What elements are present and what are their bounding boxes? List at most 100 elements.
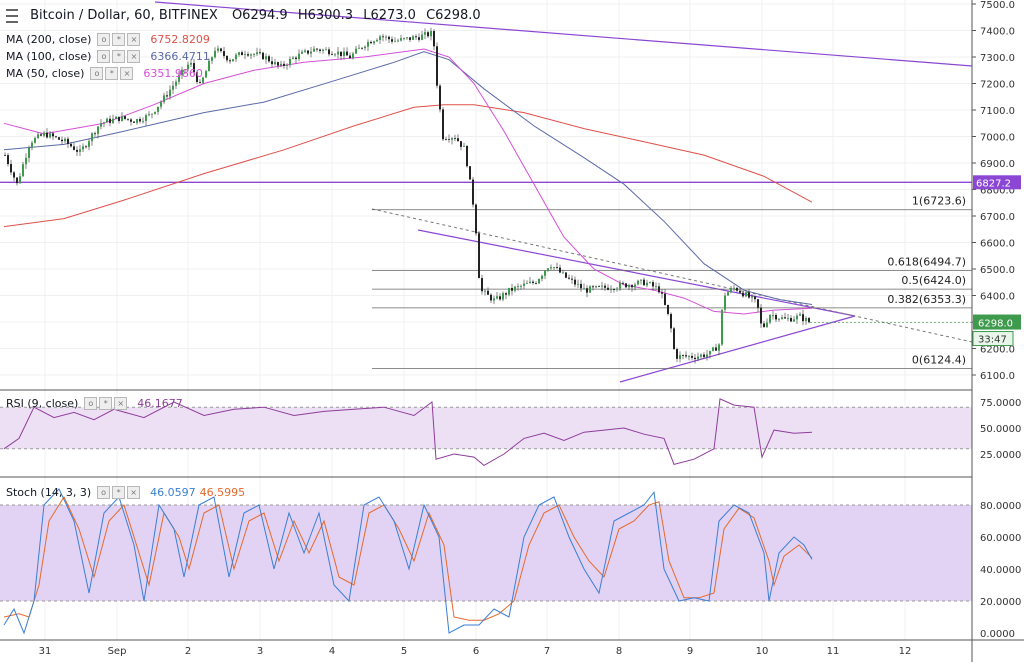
stoch-d-line — [3, 495, 813, 621]
ma200-legend[interactable]: MA (200, close) o * × 6752.8209 — [6, 33, 210, 46]
eye-icon[interactable]: o — [84, 397, 98, 410]
candle-body — [169, 89, 171, 97]
countdown-badge — [972, 331, 1014, 347]
candle-body — [97, 126, 99, 134]
candle-body — [175, 81, 177, 86]
candle-body — [772, 315, 774, 316]
close-icon[interactable]: × — [114, 397, 128, 410]
candle-body — [616, 288, 618, 290]
candle-body — [358, 47, 360, 49]
candle-body — [283, 63, 285, 66]
candle-body — [547, 268, 549, 271]
candle-body — [367, 41, 369, 47]
candle-body — [409, 37, 411, 40]
candle-body — [712, 347, 714, 351]
rsi-legend[interactable]: RSI (9, close) o * × 46.1677 — [6, 397, 183, 410]
price-tick-label: 6100.0 — [980, 371, 1015, 382]
menu-icon[interactable] — [6, 8, 18, 23]
candle-body — [448, 139, 450, 141]
current-price-badge — [973, 314, 1021, 330]
candle-body — [541, 275, 543, 280]
candle-body — [574, 279, 576, 285]
close-icon[interactable]: × — [127, 486, 141, 499]
ma200-line — [3, 104, 813, 228]
settings-icon[interactable]: * — [112, 50, 126, 63]
eye-icon[interactable]: o — [97, 486, 111, 499]
candle-body — [55, 136, 57, 138]
candle-body — [298, 53, 300, 59]
ma50-controls[interactable]: o * × — [90, 67, 135, 80]
candle-body — [628, 285, 630, 288]
candle-body — [88, 141, 90, 147]
candle-body — [10, 164, 12, 173]
candle-body — [739, 290, 741, 293]
candle-body — [568, 277, 570, 279]
candle-body — [49, 133, 51, 138]
candle-body — [334, 54, 336, 56]
time-tick-label: 6 — [473, 646, 479, 657]
ma50-legend[interactable]: MA (50, close) o * × 6351.9860 — [6, 67, 203, 80]
candle-body — [424, 32, 426, 35]
candle-body — [31, 142, 33, 148]
close-icon[interactable]: × — [127, 50, 141, 63]
close-icon[interactable]: × — [120, 67, 134, 80]
eye-icon[interactable]: o — [97, 50, 111, 63]
stoch-tick-label: 80.0000 — [980, 501, 1021, 512]
candle-body — [730, 288, 732, 293]
candle-body — [778, 318, 780, 320]
candle-body — [172, 85, 174, 90]
ma200-label: MA (200, close) — [6, 33, 92, 46]
rsi-controls[interactable]: o * × — [84, 397, 129, 410]
candle-body — [421, 34, 423, 40]
candle-body — [544, 270, 546, 276]
candle-body — [133, 121, 135, 123]
eye-icon[interactable]: o — [97, 33, 111, 46]
candle-body — [352, 53, 354, 59]
candle-body — [217, 48, 219, 51]
candle-body — [601, 285, 603, 287]
price-tick-label: 7400.0 — [980, 27, 1015, 38]
candle-body — [310, 51, 312, 54]
settings-icon[interactable]: * — [112, 486, 126, 499]
rsi-label: RSI (9, close) — [6, 397, 79, 410]
settings-icon[interactable]: * — [105, 67, 119, 80]
candle-body — [253, 54, 255, 55]
candle-body — [163, 95, 165, 103]
candle-body — [142, 121, 144, 122]
candle-body — [211, 57, 213, 61]
candle-body — [109, 118, 111, 123]
candle-body — [406, 37, 408, 39]
candle-body — [661, 292, 663, 294]
candle-body — [244, 54, 246, 56]
time-tick-label: 11 — [827, 646, 840, 657]
candle-body — [511, 287, 513, 291]
stoch-legend[interactable]: Stoch (14, 3, 3) o * × 46.0597 46.5995 — [6, 486, 245, 499]
ma100-controls[interactable]: o * × — [97, 50, 142, 63]
ma100-value: 6366.4711 — [150, 50, 210, 63]
ma200-controls[interactable]: o * × — [97, 33, 142, 46]
candle-body — [100, 123, 102, 127]
candle-body — [724, 295, 726, 310]
candle-body — [529, 281, 531, 284]
eye-icon[interactable]: o — [90, 67, 104, 80]
candle-body — [316, 48, 318, 50]
candle-body — [733, 287, 735, 289]
candle-body — [349, 55, 351, 59]
candle-body — [319, 49, 321, 51]
candle-body — [436, 46, 438, 86]
candle-body — [775, 315, 777, 320]
candle-body — [505, 293, 507, 295]
ma100-legend[interactable]: MA (100, close) o * × 6366.4711 — [6, 50, 210, 63]
settings-icon[interactable]: * — [112, 33, 126, 46]
settings-icon[interactable]: * — [99, 397, 113, 410]
candle-body — [382, 36, 384, 38]
candle-body — [586, 288, 588, 293]
candle-body — [271, 61, 273, 65]
candle-body — [709, 350, 711, 355]
candle-body — [427, 32, 429, 37]
stoch-controls[interactable]: o * × — [97, 486, 142, 499]
close-icon[interactable]: × — [127, 33, 141, 46]
fib-level-label: 0.382(6353.3) — [887, 293, 966, 306]
